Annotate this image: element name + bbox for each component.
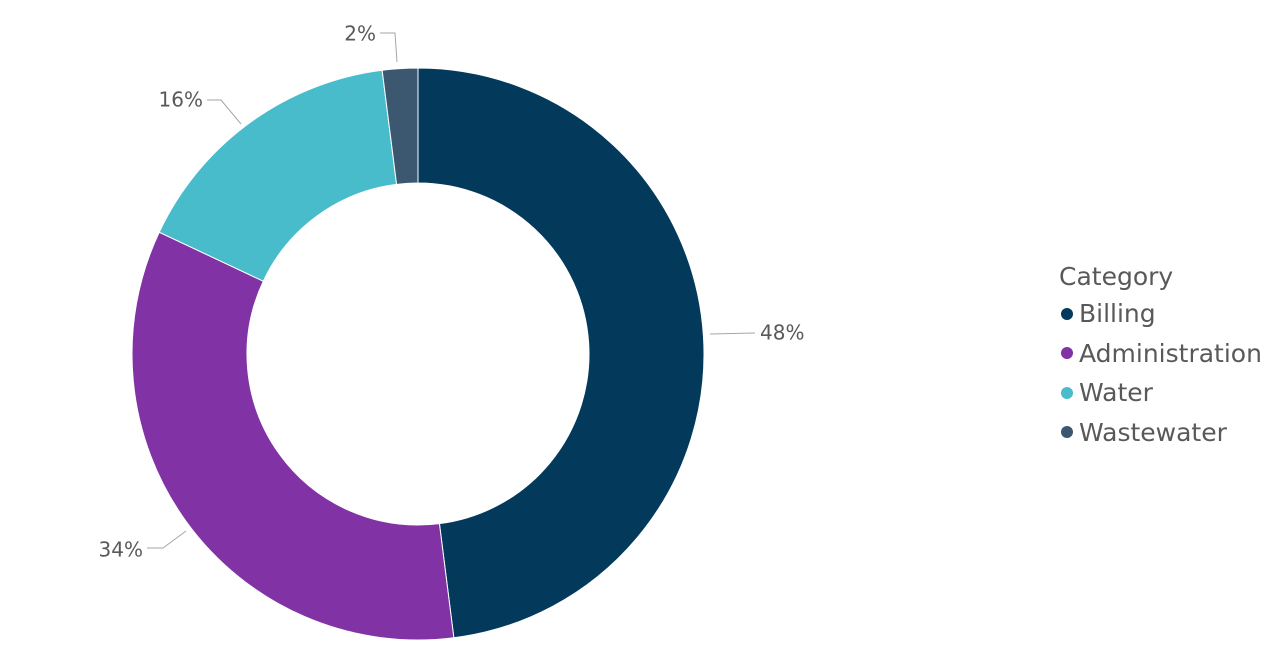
leader-line-water — [207, 99, 242, 125]
legend-marker-wastewater — [1061, 426, 1073, 439]
legend-marker-billing — [1061, 307, 1073, 320]
legend-item-water: Water — [1059, 373, 1262, 413]
data-label-billing: 48% — [760, 321, 804, 345]
legend-marker-water — [1061, 386, 1073, 399]
leader-line-wastewater — [380, 32, 398, 63]
data-label-wastewater: 2% — [344, 22, 376, 46]
leader-line-administration — [147, 530, 187, 549]
chart-slices — [131, 67, 705, 641]
slice-administration — [131, 231, 455, 641]
chart-legend: Category Billing Administration Water Wa… — [1059, 260, 1262, 452]
legend-label-administration: Administration — [1079, 338, 1262, 368]
legend-item-billing: Billing — [1059, 294, 1262, 334]
slice-water — [158, 69, 398, 282]
slice-wastewater — [381, 67, 419, 185]
legend-marker-administration — [1061, 347, 1073, 360]
legend-label-billing: Billing — [1079, 299, 1156, 329]
legend-label-wastewater: Wastewater — [1079, 417, 1227, 447]
data-label-water: 16% — [159, 88, 203, 112]
legend-title: Category — [1059, 262, 1174, 291]
data-label-administration: 34% — [99, 538, 143, 562]
slice-billing — [417, 67, 705, 639]
chart-leader-lines — [147, 32, 756, 549]
legend-item-administration: Administration — [1059, 334, 1262, 374]
leader-line-billing — [709, 332, 756, 335]
legend-item-wastewater: Wastewater — [1059, 413, 1262, 453]
legend-label-water: Water — [1079, 378, 1153, 408]
chart-data-labels: 48% 34% 16% 2% — [99, 22, 805, 562]
